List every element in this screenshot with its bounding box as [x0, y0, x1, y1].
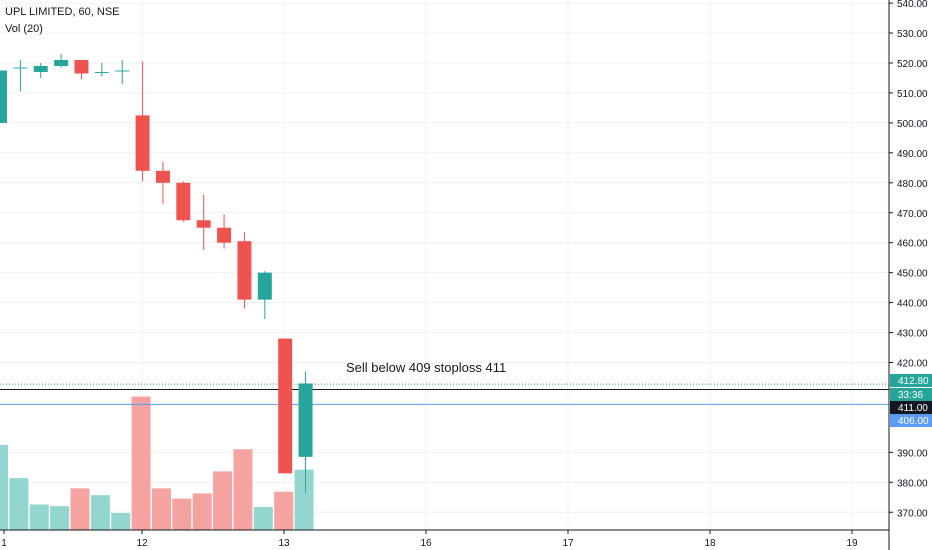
level-411-tag: 411.00 — [898, 403, 928, 414]
y-tick-label: 390.00 — [897, 448, 928, 459]
y-tick-label: 520.00 — [897, 59, 928, 70]
candle-body — [135, 115, 150, 171]
volume-bar — [233, 449, 253, 530]
y-tick-label: 430.00 — [897, 329, 928, 340]
candle-body — [298, 383, 313, 457]
y-tick-label: 500.00 — [897, 119, 928, 130]
last-price-tag-bg — [890, 374, 932, 387]
volume-bar — [50, 506, 70, 530]
y-tick-label: 530.00 — [897, 29, 928, 40]
level-411-tag-bg — [890, 401, 932, 414]
candle-body — [74, 60, 89, 74]
candle-body — [176, 182, 191, 221]
volume-bar — [0, 445, 8, 530]
x-tick-label: 1 — [1, 538, 7, 549]
volume-bar — [70, 488, 90, 530]
volume-bar — [9, 478, 29, 530]
y-tick-label: 470.00 — [897, 209, 928, 220]
countdown-tag: 33:36 — [898, 390, 923, 401]
y-tick-label: 490.00 — [897, 149, 928, 160]
candle-body — [13, 67, 28, 69]
candle-body — [94, 71, 109, 73]
candle-body — [0, 70, 7, 123]
y-tick-label: 460.00 — [897, 239, 928, 250]
trade-annotation: Sell below 409 stoploss 411 — [346, 360, 507, 375]
y-tick-label: 380.00 — [897, 478, 928, 489]
volume-bar — [172, 498, 192, 530]
volume-bar — [294, 469, 314, 530]
y-tick-label: 540.00 — [897, 0, 928, 10]
x-tick-label: 19 — [846, 538, 858, 549]
y-tick-label: 480.00 — [897, 179, 928, 190]
volume-bar — [213, 471, 233, 530]
candle-body — [217, 227, 232, 243]
x-tick-label: 18 — [704, 538, 716, 549]
y-tick-label: 370.00 — [897, 508, 928, 519]
level-406-tag: 406.00 — [898, 416, 929, 427]
x-tick-label: 12 — [136, 538, 148, 549]
candle-body — [33, 65, 48, 72]
volume-bar — [29, 504, 49, 530]
y-tick-label: 450.00 — [897, 269, 928, 280]
volume-bar — [90, 495, 110, 530]
volume-bar — [192, 493, 212, 530]
volume-bar — [151, 488, 171, 530]
countdown-tag-bg — [890, 388, 932, 401]
level-406-tag-bg — [890, 414, 932, 427]
chart-legend: UPL LIMITED, 60, NSE Vol (20) — [5, 4, 120, 38]
candle-body — [278, 338, 293, 474]
volume-indicator-label: Vol (20) — [5, 23, 43, 35]
volume-bar — [274, 491, 294, 530]
candle-body — [155, 170, 170, 183]
candle-body — [196, 220, 211, 228]
candle-body — [115, 70, 130, 72]
volume-bar — [131, 396, 151, 530]
y-tick-label: 420.00 — [897, 359, 928, 370]
volume-bar — [111, 513, 131, 530]
x-tick-label: 17 — [562, 538, 574, 549]
candle-body — [54, 60, 69, 66]
last-price-tag: 412.80 — [898, 376, 929, 387]
y-tick-label: 510.00 — [897, 89, 928, 100]
x-tick-label: 16 — [420, 538, 432, 549]
y-tick-label: 440.00 — [897, 299, 928, 310]
volume-bar — [253, 507, 273, 530]
candle-body — [237, 241, 252, 300]
candle-body — [257, 272, 272, 300]
symbol-title: UPL LIMITED, 60, NSE — [5, 6, 120, 18]
x-tick-label: 13 — [278, 538, 290, 549]
